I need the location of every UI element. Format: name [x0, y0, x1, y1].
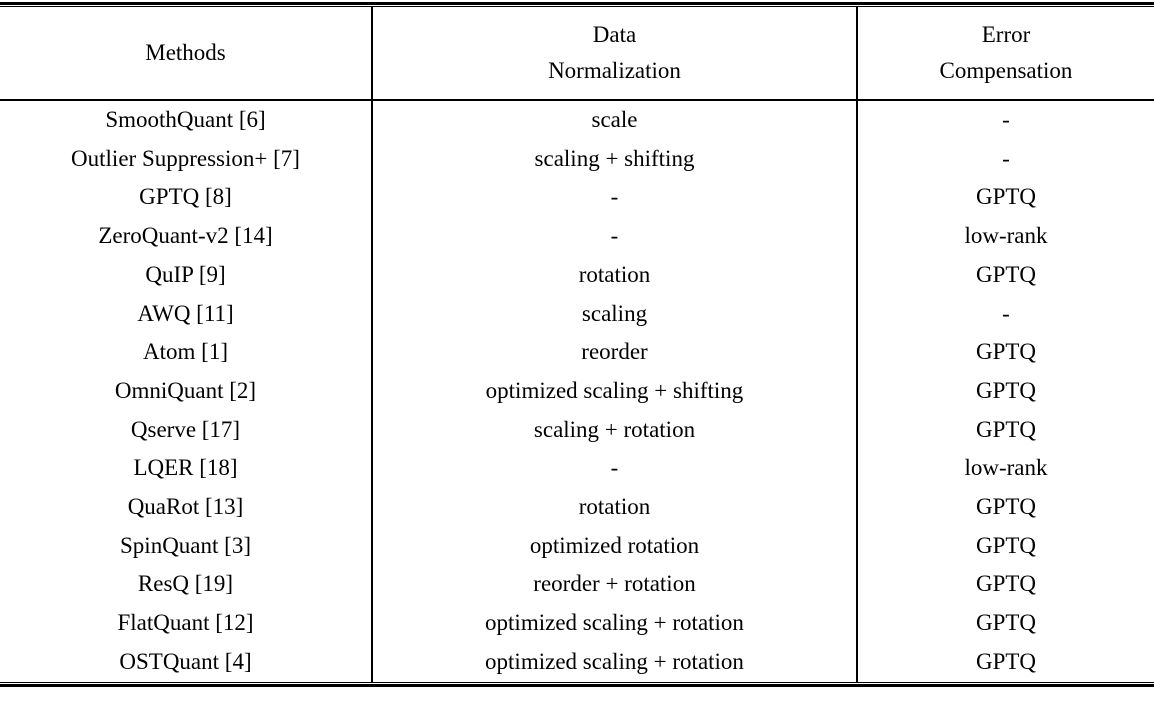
cell-method: Qserve [17]: [130, 416, 241, 442]
cell-method: ResQ [19]: [137, 571, 234, 597]
column-header-methods: Methods: [0, 7, 372, 101]
cell-method: OSTQuant [4]: [119, 648, 252, 674]
column-header-data-normalization: Data Normalization: [371, 7, 857, 101]
cell-error-compensation: GPTQ: [856, 642, 1154, 682]
cell-method: GPTQ [8]: [139, 184, 232, 210]
header-row: Methods Data Normalization Error Compens…: [0, 7, 1154, 101]
cell-data-normalization: optimized scaling + rotation: [371, 642, 857, 682]
table-row: ZeroQuant-v2 [14] - low-rank: [0, 217, 1154, 256]
cell-data-normalization: -: [371, 217, 857, 256]
cell-error-compensation: GPTQ: [856, 488, 1154, 527]
cell-method: SpinQuant [3]: [120, 532, 251, 558]
cell-method: QuaRot [13]: [127, 494, 244, 520]
cell-error-compensation: GPTQ: [856, 565, 1154, 605]
table-row: QuIP [9] rotation GPTQ: [0, 255, 1154, 295]
table-row: Outlier Suppression+ [7] scaling + shifti…: [0, 139, 1154, 179]
bottom-rule-thin: [0, 681, 1154, 683]
cell-data-normalization: scaling + rotation: [371, 410, 857, 450]
cell-data-normalization: scale: [371, 100, 857, 140]
cell-method: Atom [1]: [143, 339, 228, 365]
cell-data-normalization: rotation: [371, 488, 857, 527]
cell-method: ZeroQuant-v2 [14]: [98, 223, 273, 249]
table-row: OmniQuant [2] optimized scaling + shiftin…: [0, 371, 1154, 411]
cell-data-normalization: rotation: [371, 255, 857, 295]
table-row: Atom [1] reorder GPTQ: [0, 333, 1154, 372]
table-row: ResQ [19] reorder + rotation GPTQ: [0, 565, 1154, 605]
cell-error-compensation: low-rank: [856, 217, 1154, 256]
cell-error-compensation: GPTQ: [856, 255, 1154, 295]
table-row: SpinQuant [3] optimized rotation GPTQ: [0, 526, 1154, 566]
table-row: GPTQ [8] - GPTQ: [0, 178, 1154, 218]
cell-data-normalization: reorder: [371, 333, 857, 372]
cell-method: FlatQuant [12]: [117, 610, 254, 636]
cell-method: LQER [18]: [133, 455, 238, 481]
cell-data-normalization: optimized scaling + rotation: [371, 604, 857, 643]
cell-error-compensation: GPTQ: [856, 604, 1154, 643]
cell-error-compensation: low-rank: [856, 449, 1154, 489]
bottom-rule-thick: [0, 683, 1154, 687]
cell-method: AWQ [11]: [137, 300, 234, 326]
cell-error-compensation: -: [856, 294, 1154, 334]
cell-error-compensation: GPTQ: [856, 371, 1154, 411]
top-rule-gap: [0, 5, 1154, 6]
table-body: SmoothQuant [6] scale - Outlier Suppression…: [0, 100, 1154, 682]
cell-data-normalization: optimized scaling + shifting: [371, 371, 857, 411]
cell-method: Outlier Suppression+ [7]: [71, 145, 300, 171]
cell-data-normalization: scaling: [371, 294, 857, 334]
methods-comparison-table: Methods Data Normalization Error Compens…: [0, 2, 1154, 687]
cell-data-normalization: reorder + rotation: [371, 565, 857, 605]
top-rule-thin: [0, 6, 1154, 7]
table-row: QuaRot [13] rotation GPTQ: [0, 488, 1154, 527]
cell-method: QuIP [9]: [145, 261, 226, 287]
cell-data-normalization: -: [371, 449, 857, 489]
table-row: Qserve [17] scaling + rotation GPTQ: [0, 410, 1154, 450]
cell-error-compensation: GPTQ: [856, 333, 1154, 372]
cell-data-normalization: scaling + shifting: [371, 139, 857, 179]
cell-error-compensation: GPTQ: [856, 178, 1154, 218]
table-row: OSTQuant [4] optimized scaling + rotation…: [0, 642, 1154, 682]
table-row: LQER [18] - low-rank: [0, 449, 1154, 489]
table-row: SmoothQuant [6] scale -: [0, 100, 1154, 140]
table-row: AWQ [11] scaling -: [0, 294, 1154, 334]
cell-error-compensation: -: [856, 139, 1154, 179]
cell-data-normalization: optimized rotation: [371, 526, 857, 566]
top-rule-thick: [0, 2, 1154, 5]
table: Methods Data Normalization Error Compens…: [0, 7, 1154, 682]
cell-method: SmoothQuant [6]: [105, 107, 266, 132]
table-row: FlatQuant [12] optimized scaling + rotati…: [0, 604, 1154, 643]
table-header: Methods Data Normalization Error Compens…: [0, 7, 1154, 101]
cell-data-normalization: -: [371, 178, 857, 218]
cell-error-compensation: GPTQ: [856, 410, 1154, 450]
cell-method: OmniQuant [2]: [114, 377, 257, 403]
cell-error-compensation: GPTQ: [856, 526, 1154, 566]
cell-error-compensation: -: [856, 100, 1154, 140]
bottom-rule-gap: [0, 682, 1154, 684]
column-header-error-compensation: Error Compensation: [856, 7, 1154, 101]
